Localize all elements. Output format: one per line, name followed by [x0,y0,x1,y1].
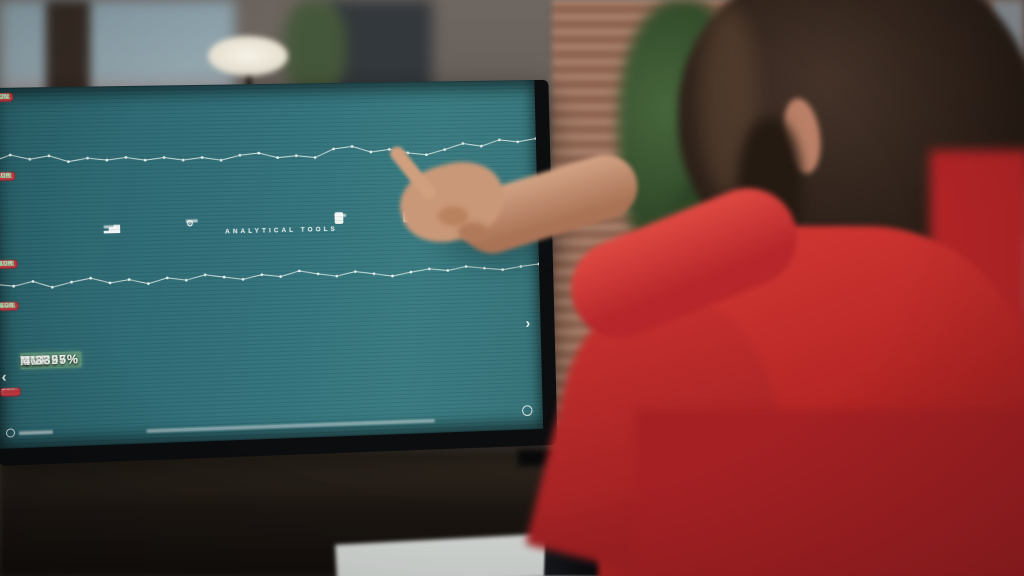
index-change-value: 4.3395% [22,352,80,369]
floor-lamp-shade [208,36,288,76]
tool-icon-label [334,213,347,217]
scroll-right-button[interactable]: › [525,315,531,332]
plant-foliage [284,0,346,96]
platform-logo-wordmark [18,429,53,435]
curled-finger [438,206,468,226]
screen-content: BTE 0.469 ▲ VIC ▲ [0,80,543,449]
gear-icon[interactable]: ⚙ [186,217,200,239]
curled-finger [458,222,488,242]
price-sparkline-chart [0,126,537,184]
monitor: BTE 0.469 ▲ VIC ▲ [0,79,558,466]
red-sweater [636,410,1024,576]
platform-logo-icon [5,428,16,438]
ticker-band: PZC ▲ BTE 0.449 ▲ [0,370,543,440]
scroll-left-button[interactable]: ‹ [1,368,7,386]
trading-dashboard-screen: BTE 0.469 ▲ VIC ▲ [0,80,544,449]
ticker-column: WUN 3.275 ▲ BOP 0.632 ▲ [2,386,62,396]
bar-chart-icon[interactable]: ▂▅▇ [103,223,119,245]
loss-highlight-box [1,389,20,396]
tool-icon-label [185,219,198,223]
tool-icon-label [103,225,116,229]
ticker-column: DSP 0.630 ▲ WUN 3.295 ▲ [0,92,54,101]
ticker-price: 0.221 [0,93,11,102]
price-sparkline-chart [0,250,540,308]
file-icon[interactable] [334,212,348,234]
